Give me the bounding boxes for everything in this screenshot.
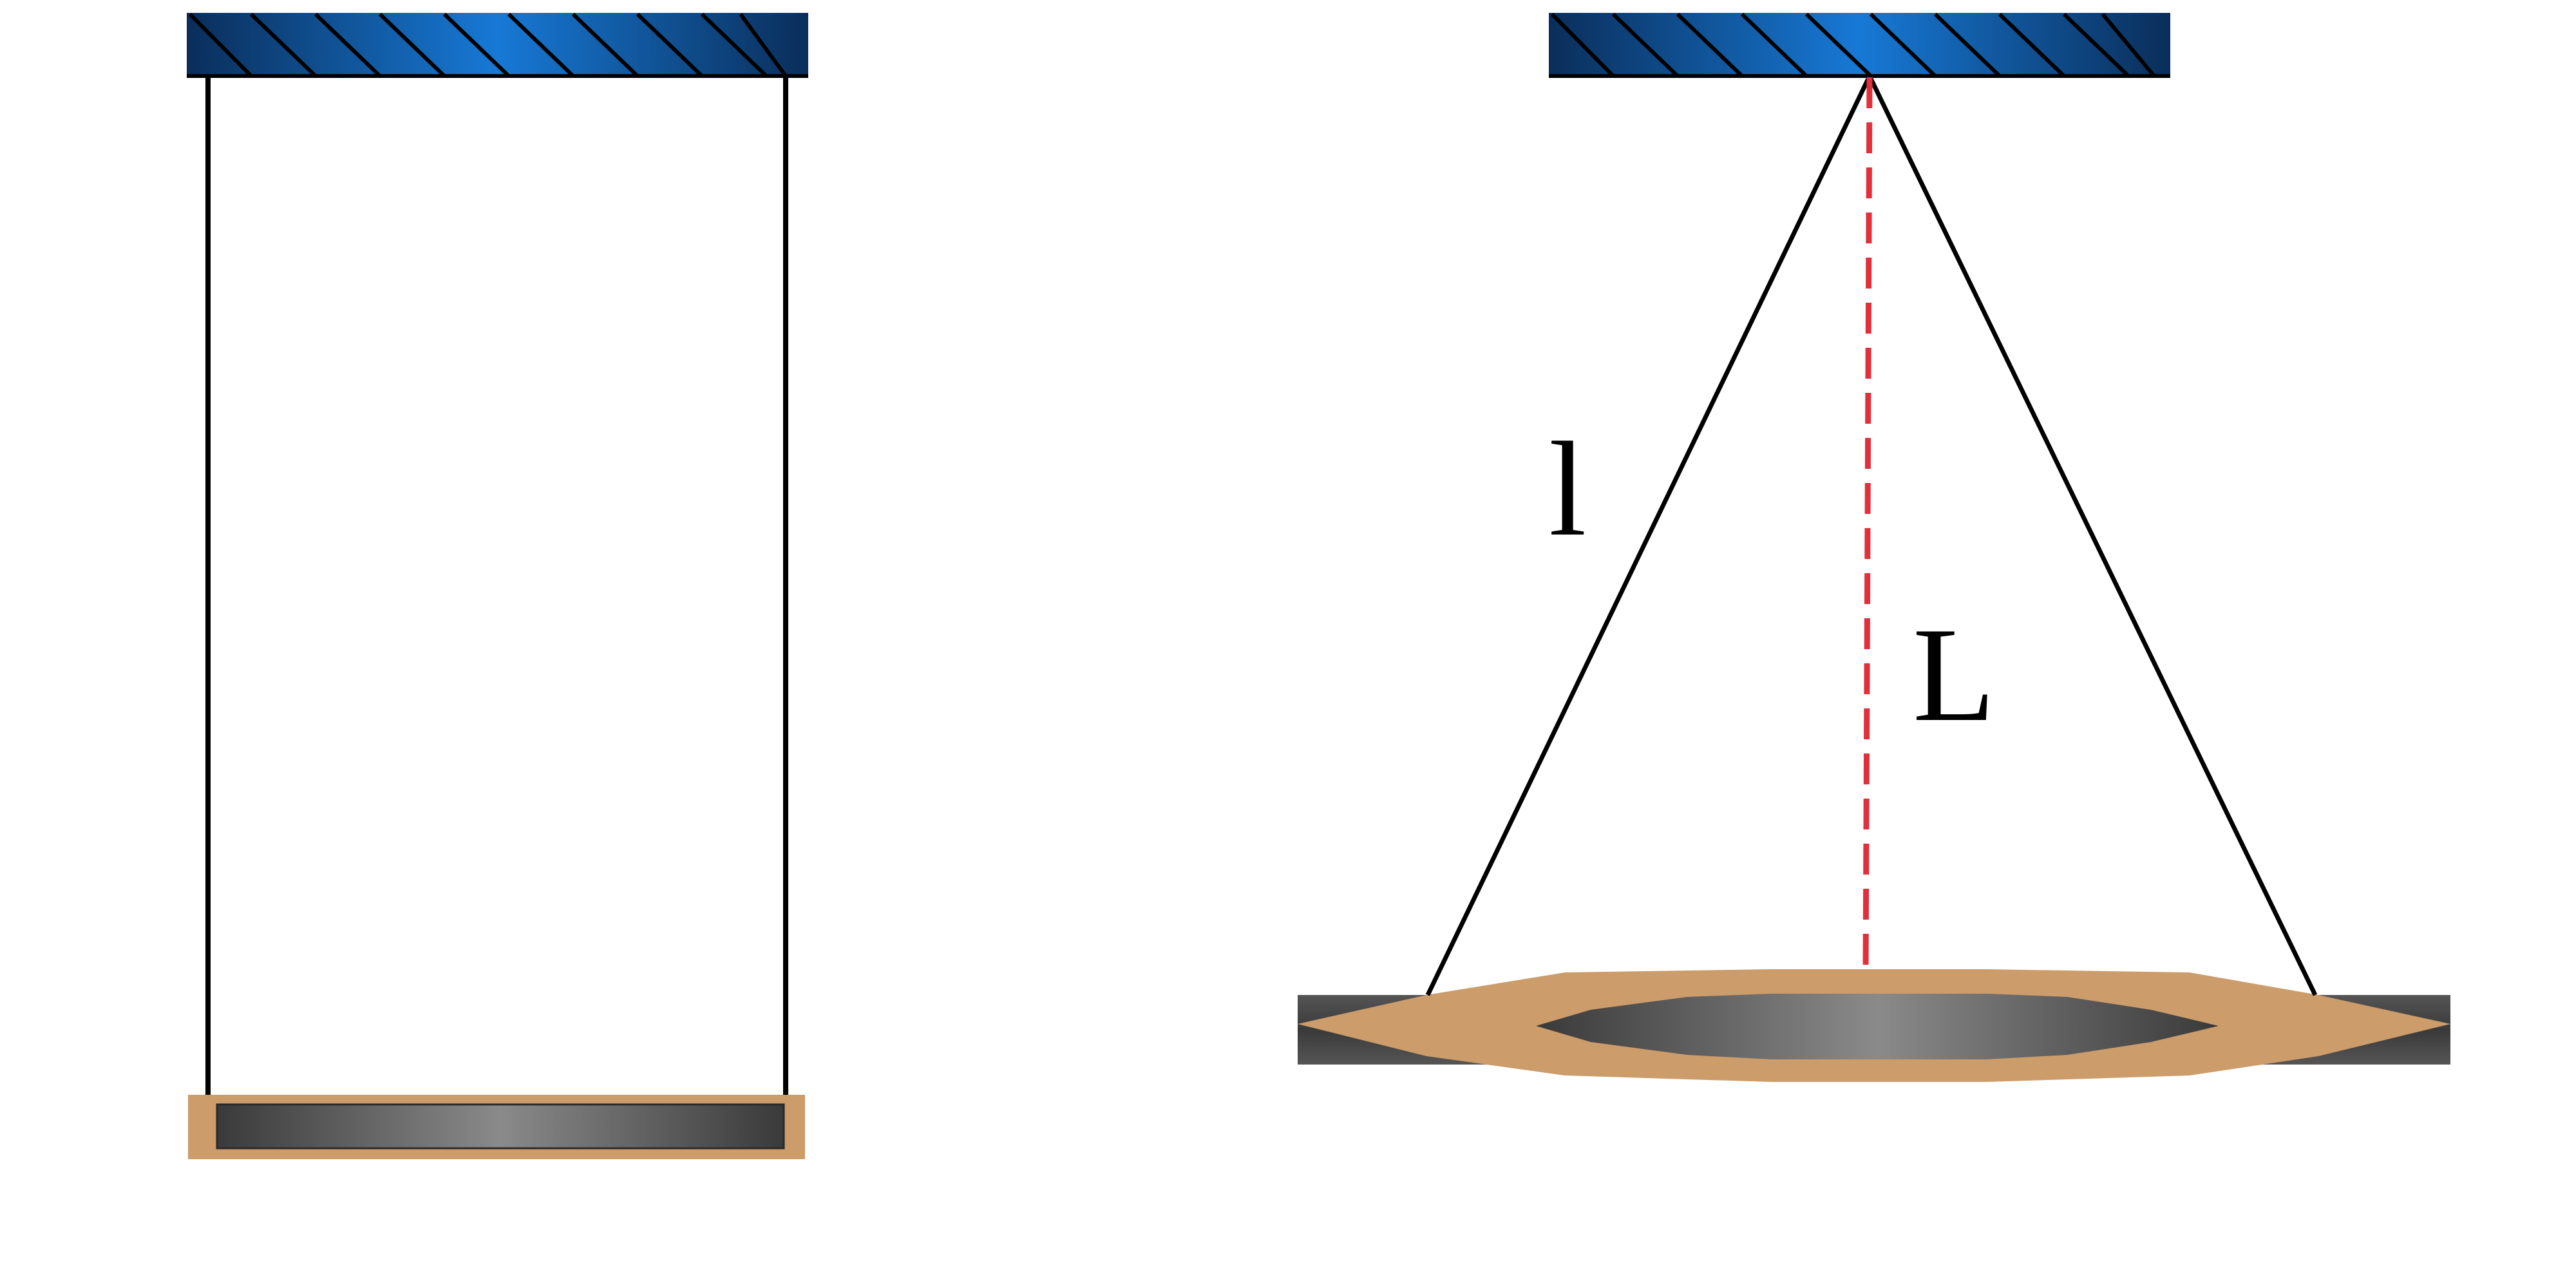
left-ceiling [187,12,808,78]
right-string-1 [1425,75,1872,996]
string-length-label: l [1549,415,1586,564]
right-ceiling-hatching [1550,12,2156,78]
right-string-2 [1867,75,2318,996]
right-ceiling [1549,12,2170,78]
left-plate [188,1095,805,1159]
vertical-height-label: L [1913,600,1995,750]
right-plate-surface [1536,994,2219,1059]
left-ceiling-hatching [188,12,788,78]
right-setup: l L [1298,12,2450,1082]
left-setup [187,12,808,1159]
vertical-dashed-line [1862,77,1873,978]
